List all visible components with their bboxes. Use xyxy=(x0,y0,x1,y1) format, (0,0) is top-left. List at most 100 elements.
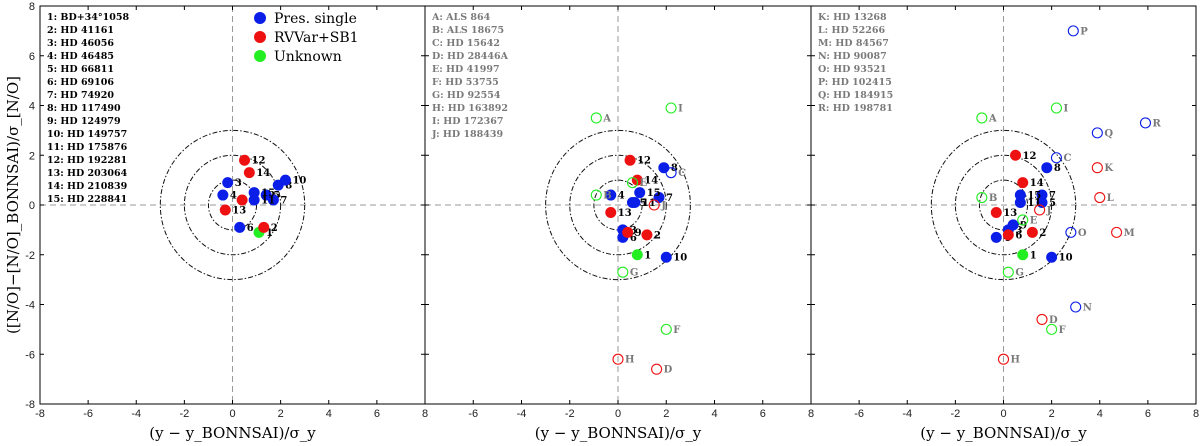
data-point-G xyxy=(1002,266,1014,278)
data-point-I xyxy=(665,102,677,114)
data-label-H: H xyxy=(1011,355,1020,366)
data-point-J xyxy=(1034,204,1046,216)
data-label-C: C xyxy=(1063,153,1071,164)
star-list-entry: O: HD 93521 xyxy=(818,64,887,75)
x-tick-label: 4 xyxy=(711,408,717,420)
x-tick-label: -4 xyxy=(131,408,141,420)
data-point-9 xyxy=(1007,219,1019,231)
star-list-entry: H: HD 163892 xyxy=(432,103,508,114)
star-list-entry: 9: HD 124979 xyxy=(47,116,121,127)
data-label-F: F xyxy=(1059,325,1066,336)
data-point-9 xyxy=(236,194,248,206)
data-point-4 xyxy=(217,189,229,201)
data-point-15 xyxy=(248,187,260,199)
legend-entry: RVVar+SB1 xyxy=(274,30,359,46)
data-label-2: 2 xyxy=(654,230,661,241)
data-label-9: 9 xyxy=(635,228,642,239)
data-label-5: 5 xyxy=(639,198,646,209)
sigma-circle-3 xyxy=(930,129,1077,281)
data-point-8 xyxy=(658,162,670,174)
sigma-circle-2 xyxy=(569,154,667,256)
legend-entry: Pres. single xyxy=(274,11,357,27)
y-tick-label: 2 xyxy=(29,150,35,162)
sigma-circle-2 xyxy=(954,154,1053,256)
data-point-12 xyxy=(624,154,636,166)
star-list-entry: 5: HD 66811 xyxy=(47,64,114,75)
star-list-entry: L: HD 52266 xyxy=(818,25,885,36)
data-point-12 xyxy=(1010,149,1022,161)
panel-3: -6 -4 -2 0 2 4 6 8 (y − y_BONNSAI)/σ_y K: HD 1326… xyxy=(810,5,1199,442)
data-point-15 xyxy=(1014,189,1026,201)
star-list-entry: 6: HD 69106 xyxy=(47,77,114,88)
y-tick-label: -8 xyxy=(25,399,35,411)
data-point-13 xyxy=(219,204,231,216)
data-label-P: P xyxy=(1080,26,1088,37)
data-label-7: 7 xyxy=(1049,191,1056,202)
data-label-M: M xyxy=(1124,228,1135,239)
data-label-5: 5 xyxy=(1049,198,1056,209)
data-point-7 xyxy=(1036,189,1048,201)
y-tick-label: 0 xyxy=(29,200,35,212)
star-list-entry: Q: HD 184915 xyxy=(818,90,893,101)
data-label-J: J xyxy=(660,201,666,212)
star-list-entry: R: HD 198781 xyxy=(818,103,893,114)
data-point-10 xyxy=(1046,251,1058,263)
data-point-4 xyxy=(990,231,1002,243)
star-list-entry: 1: BD+34°1058 xyxy=(47,12,129,23)
data-label-11: 11 xyxy=(1027,198,1041,209)
data-label-J: J xyxy=(1046,205,1052,216)
data-point-13 xyxy=(605,206,617,218)
data-label-R: R xyxy=(1152,118,1161,129)
data-point-H xyxy=(612,353,624,365)
data-label-12: 12 xyxy=(637,156,651,167)
star-list-entry: 13: HD 203064 xyxy=(47,168,128,179)
x-tick-label: 2 xyxy=(1049,408,1055,420)
data-label-8: 8 xyxy=(1054,163,1061,174)
legend-marker xyxy=(254,31,266,43)
x-tick-label: -8 xyxy=(35,408,45,420)
sigma-circle-1 xyxy=(978,179,1029,231)
x-tick-label: 0 xyxy=(615,408,621,420)
data-label-L: L xyxy=(1107,193,1114,204)
data-label-D: D xyxy=(1049,315,1058,326)
star-list-entry: 14: HD 210839 xyxy=(47,181,128,192)
legend-entry: Unknown xyxy=(274,49,342,65)
star-list-entry: J: HD 188439 xyxy=(431,129,503,140)
data-label-B: B xyxy=(603,191,611,202)
data-point-7 xyxy=(267,194,279,206)
x-axis-label: (y − y_BONNSAI)/σ_y xyxy=(149,424,316,442)
star-list-entry: D: HD 28446A xyxy=(432,51,509,62)
data-point-13 xyxy=(990,206,1002,218)
data-point-12 xyxy=(239,154,251,166)
data-label-G: G xyxy=(1015,268,1024,279)
data-point-E xyxy=(626,177,639,189)
data-point-D xyxy=(651,363,663,375)
legend-marker xyxy=(254,12,266,24)
data-point-6 xyxy=(234,221,246,233)
star-list-entry: P: HD 102415 xyxy=(818,77,892,88)
data-point-C xyxy=(665,167,677,179)
x-tick-label: -2 xyxy=(179,408,189,420)
x-axis-label: (y − y_BONNSAI)/σ_y xyxy=(920,424,1087,442)
data-point-P xyxy=(1067,25,1079,37)
sigma-circle-1 xyxy=(593,179,643,231)
star-list-entry: 15: HD 228841 xyxy=(47,194,127,205)
legend-marker xyxy=(254,50,266,62)
panel-1: -8 -6 -4 -2 0 2 4 6 8 -8 -6 -4 -2 0 2 4 6 8 (y − y_BONNSAI… xyxy=(25,1,428,442)
data-label-G: G xyxy=(630,268,639,279)
data-label-C: C xyxy=(678,168,686,179)
data-point-A xyxy=(976,112,988,124)
x-tick-label: 2 xyxy=(278,408,284,420)
data-point-2 xyxy=(1026,226,1038,238)
data-label-10: 10 xyxy=(292,176,306,187)
data-label-H: H xyxy=(625,355,634,366)
data-label-6: 6 xyxy=(247,223,254,234)
star-list-entry: E: HD 41997 xyxy=(432,64,500,75)
data-label-13: 13 xyxy=(232,205,246,216)
sigma-circle-1 xyxy=(207,179,258,231)
x-tick-label: -2 xyxy=(950,408,960,420)
x-tick-label: 6 xyxy=(1145,408,1151,420)
data-point-M xyxy=(1111,226,1123,238)
data-label-A: A xyxy=(602,113,611,124)
y-tick-label: 4 xyxy=(29,101,35,113)
